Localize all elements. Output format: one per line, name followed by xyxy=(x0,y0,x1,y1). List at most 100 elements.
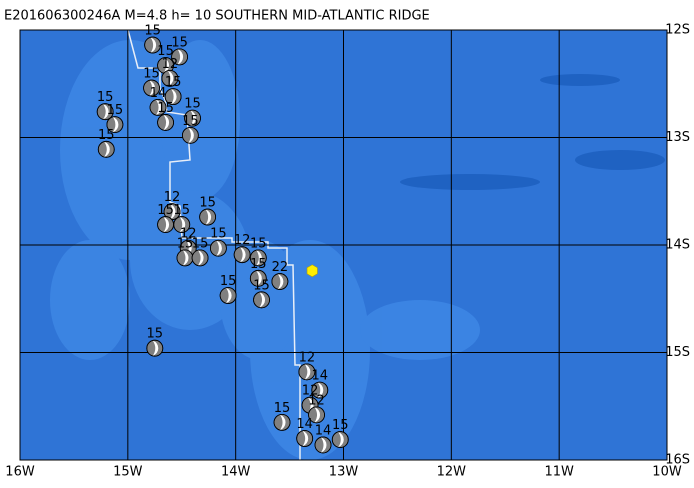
beachball-outline xyxy=(249,249,267,267)
beachball-outline xyxy=(96,103,114,121)
depth-label: 14 xyxy=(150,86,167,101)
beachball-outline xyxy=(181,126,199,144)
focal-mechanism xyxy=(171,48,188,66)
depth-label: 14 xyxy=(312,369,329,384)
deep-trough xyxy=(400,74,665,190)
beachball-outline xyxy=(210,239,227,257)
depth-label: 15 xyxy=(157,44,174,59)
focal-mechanism xyxy=(146,339,164,357)
beachball-white xyxy=(150,37,157,53)
focal-mechanism xyxy=(314,436,332,454)
focal-mechanism xyxy=(157,57,174,74)
beachball-outline xyxy=(253,291,270,309)
beachball-outline xyxy=(308,406,325,424)
focal-mechanism xyxy=(233,246,251,264)
focal-mechanism xyxy=(311,381,329,399)
lon-label: 16W xyxy=(5,465,35,480)
main-event xyxy=(306,264,318,278)
beachball-white xyxy=(163,57,170,74)
beachball-white xyxy=(259,292,266,308)
beachball-white xyxy=(156,99,162,115)
depth-label: 15 xyxy=(157,101,174,116)
beachball-white xyxy=(103,104,109,120)
lon-label: 15W xyxy=(113,465,143,480)
beachball-white xyxy=(188,127,194,143)
beachball-white xyxy=(314,407,321,423)
beachball-outline xyxy=(298,363,316,381)
focal-mechanism xyxy=(191,249,209,267)
lat-label: 15S xyxy=(665,345,690,360)
beachball-outline xyxy=(296,430,314,447)
depth-label: 15 xyxy=(253,278,270,293)
focal-mechanism xyxy=(331,431,349,448)
beachball-white xyxy=(163,114,170,131)
beachball-outline xyxy=(311,381,329,399)
focal-mechanism xyxy=(97,140,115,158)
depth-label: 15 xyxy=(144,24,161,39)
beachball-outline xyxy=(219,287,237,304)
depth-label: 15 xyxy=(210,227,227,242)
depth-label: 15 xyxy=(157,203,174,218)
beachball-outline xyxy=(161,69,179,87)
focal-mechanism xyxy=(253,291,270,309)
beachball-white xyxy=(280,414,286,430)
beachball-white xyxy=(104,141,110,157)
depth-label: 15 xyxy=(250,236,267,251)
lon-label: 10W xyxy=(652,465,682,480)
focal-mechanism xyxy=(157,114,174,131)
map-title: E201606300246A M=4.8 h= 10 SOUTHERN MID-… xyxy=(4,9,430,24)
beachball-outline xyxy=(143,79,160,97)
beachball-outline xyxy=(331,431,349,448)
depth-label: 12 xyxy=(234,233,251,248)
focal-mechanism xyxy=(219,287,237,304)
beachball-outline xyxy=(97,140,115,158)
beachball-white xyxy=(112,117,119,133)
beachball-outline xyxy=(199,208,217,226)
depth-label: 15 xyxy=(250,257,267,272)
lat-label: 13S xyxy=(665,130,690,145)
beachball-white xyxy=(167,70,174,86)
beachball-white xyxy=(256,250,262,266)
beachball-outline xyxy=(164,88,182,106)
depth-label: 15 xyxy=(332,418,349,433)
depth-label: 15 xyxy=(182,114,199,129)
lon-label: 12W xyxy=(437,465,467,480)
focal-mechanism xyxy=(199,208,217,226)
beachball-white xyxy=(256,270,262,286)
beachball-white xyxy=(226,287,232,304)
beachball-white xyxy=(182,250,189,266)
beachball-white xyxy=(216,240,222,256)
beachball-outline xyxy=(146,339,164,357)
beachball-white xyxy=(177,49,184,65)
beachball-white xyxy=(321,437,327,453)
depth-label: 14 xyxy=(315,423,332,438)
depth-label: 15 xyxy=(171,35,188,50)
depth-label: 12 xyxy=(299,350,316,365)
focal-mechanism xyxy=(143,79,160,97)
depth-label: 15 xyxy=(143,67,160,82)
beachball-white xyxy=(205,209,212,225)
focal-mechanism xyxy=(210,239,227,257)
beachball-outline xyxy=(273,413,291,431)
depth-label: 15 xyxy=(177,236,194,251)
beachball-white xyxy=(302,430,309,447)
focal-mechanism xyxy=(106,116,124,133)
focal-mechanism xyxy=(249,269,267,287)
lon-label: 13W xyxy=(329,465,359,480)
beachball-outline xyxy=(314,436,332,454)
focal-mechanism xyxy=(161,69,179,87)
depth-label: 12 xyxy=(162,57,179,72)
beachball-outline xyxy=(157,114,174,131)
focal-mechanism xyxy=(181,126,199,144)
lat-label: 14S xyxy=(665,238,690,253)
depth-label: 12 xyxy=(302,384,319,399)
beachball-outline xyxy=(144,36,162,54)
lon-label: 11W xyxy=(544,465,574,480)
lat-label: 16S xyxy=(665,453,690,468)
beachball-white xyxy=(179,216,186,233)
beachball-outline xyxy=(149,99,167,116)
depth-label: 14 xyxy=(296,417,313,432)
focal-mechanism xyxy=(157,216,174,233)
beachball-white xyxy=(317,382,324,398)
